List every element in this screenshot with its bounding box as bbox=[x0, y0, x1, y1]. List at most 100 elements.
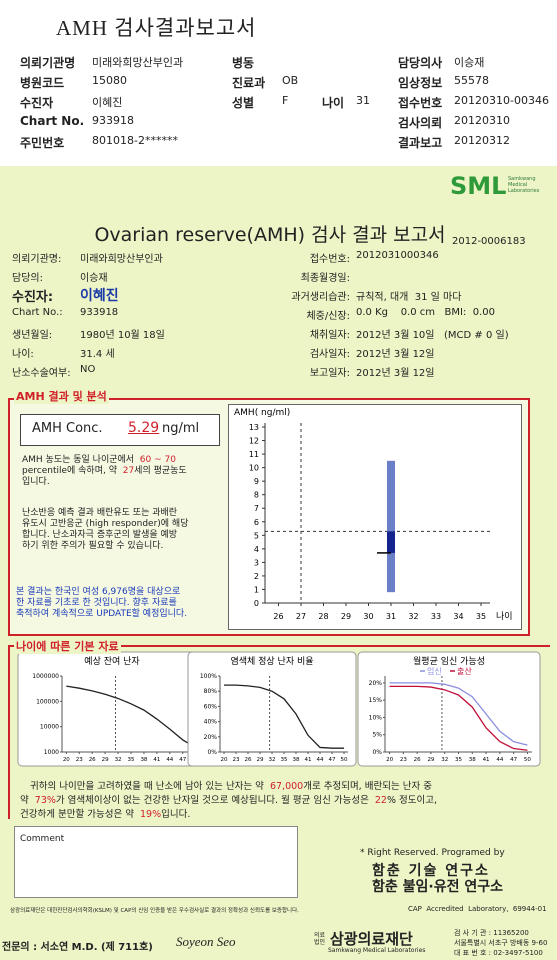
credit: * Right Reserved. Programed by bbox=[360, 848, 505, 858]
org-info: 대 표 번 호 : 02-3497-5100 bbox=[454, 949, 543, 957]
info-value: 2012031000346 bbox=[356, 250, 439, 261]
info-value: 1980년 10월 18일 bbox=[80, 330, 165, 341]
info-label: 검사일자: bbox=[309, 349, 350, 360]
field-value: OB bbox=[282, 74, 299, 87]
x-tick-label: 23 bbox=[400, 757, 407, 763]
x-tick-label: 31 bbox=[386, 612, 396, 621]
info-value: 이혜진 bbox=[80, 288, 119, 304]
info-value: 933918 bbox=[80, 307, 119, 318]
y-tick-label: 1000000 bbox=[32, 673, 59, 680]
x-tick-label: 35 bbox=[128, 757, 135, 763]
x-tick-label: 29 bbox=[257, 757, 264, 763]
info-label: 나이: bbox=[12, 349, 34, 360]
y-tick-label: 1 bbox=[254, 585, 259, 594]
org: 삼광의료재단 bbox=[330, 930, 413, 948]
text-segment: 입니다. bbox=[22, 477, 50, 487]
doctor: 전문의 : 서소연 M.D. (제 711호) bbox=[2, 942, 153, 953]
x-tick-label: 26 bbox=[245, 757, 252, 763]
line bbox=[389, 685, 528, 751]
info-value: NO bbox=[80, 364, 96, 375]
summary-line: 약 73%가 염색체이상이 없는 건강한 난자일 것으로 예상됩니다. 월 평균… bbox=[20, 792, 437, 806]
credit: 함춘 기술 연구소 bbox=[372, 863, 490, 879]
text-segment: 세의 평균농도 bbox=[134, 466, 187, 476]
range-bar bbox=[387, 460, 395, 593]
y-tick-label: 1000 bbox=[44, 749, 59, 756]
field-value: 933918 bbox=[92, 114, 134, 127]
x-tick-label: 35 bbox=[281, 757, 288, 763]
text-segment: 개로 추정되며, 배란되는 난자 중 bbox=[303, 781, 432, 792]
x-axis-label: 나이 bbox=[496, 611, 513, 622]
info-value: 2012년 3월 10일 (MCD # 0 일) bbox=[356, 330, 509, 341]
logo: SML bbox=[450, 172, 507, 200]
x-tick-label: 38 bbox=[469, 757, 476, 763]
text-segment: % 정도이고, bbox=[386, 795, 437, 806]
section-title: AMH 결과 및 분석 bbox=[14, 388, 109, 404]
y-tick-label: 20% bbox=[369, 680, 383, 687]
x-tick-label: 32 bbox=[115, 757, 122, 763]
x-tick-label: 44 bbox=[496, 757, 503, 763]
info-label: 난소수술여부: bbox=[12, 368, 71, 379]
field-value: 이혜진 bbox=[92, 96, 123, 109]
text-segment: 60 ~ 70 bbox=[139, 455, 176, 465]
x-tick-label: 41 bbox=[153, 757, 160, 763]
y-tick-label: 2 bbox=[254, 572, 259, 581]
text-segment: 귀하의 나이만을 고려하였을 때 난소에 남아 있는 난자는 약 bbox=[30, 781, 270, 792]
text-segment: percentile에 속하며, 약 bbox=[22, 466, 123, 476]
y-tick-label: 10 bbox=[249, 464, 259, 473]
x-tick-label: 32 bbox=[441, 757, 448, 763]
x-tick-label: 23 bbox=[233, 757, 240, 763]
y-tick-label: 7 bbox=[254, 504, 259, 513]
info-value: 31.4 세 bbox=[80, 349, 115, 360]
section-title: 나이에 따른 기본 자료 bbox=[14, 638, 121, 654]
info-value: 0.0 Kg 0.0 cm BMI: 0.00 bbox=[356, 307, 495, 318]
y-tick-label: 0% bbox=[372, 749, 382, 756]
x-tick-label: 35 bbox=[455, 757, 462, 763]
info-label: 담당의: bbox=[12, 273, 43, 284]
y-tick-label: 3 bbox=[254, 558, 259, 567]
text-segment: 가 염색체이상이 없는 건강한 난자일 것으로 예상됩니다. 월 평균 임신 가… bbox=[55, 795, 375, 806]
y-tick-label: 0 bbox=[254, 599, 259, 608]
paragraph-line: 입니다. bbox=[22, 474, 50, 487]
x-tick-label: 20 bbox=[63, 757, 70, 763]
x-tick-label: 32 bbox=[408, 612, 418, 621]
x-tick-label: 34 bbox=[453, 612, 463, 621]
y-tick-label: 5% bbox=[372, 732, 382, 739]
x-tick-label: 44 bbox=[166, 757, 173, 763]
info-label: Chart No.: bbox=[12, 307, 63, 318]
line bbox=[224, 684, 344, 749]
comment-label: Comment bbox=[20, 834, 65, 844]
x-tick-label: 28 bbox=[318, 612, 328, 621]
x-tick-label: 26 bbox=[273, 612, 283, 621]
field-label: 성별 bbox=[232, 96, 255, 110]
chart-title: 예상 잔여 난자 bbox=[84, 655, 140, 667]
text-segment: 건강하게 분만할 가능성은 약 bbox=[20, 809, 140, 820]
y-tick-label: 6 bbox=[254, 518, 259, 527]
info-label: 최종월경일: bbox=[300, 273, 350, 284]
info-value: 2012년 3월 12일 bbox=[356, 368, 435, 379]
x-tick-label: 30 bbox=[363, 612, 373, 621]
field-label: 진료과 bbox=[232, 76, 266, 90]
info-label: 채취일자: bbox=[309, 330, 350, 341]
field-value: 801018-2****** bbox=[92, 134, 178, 147]
x-tick-label: 20 bbox=[386, 757, 393, 763]
conc-box bbox=[20, 414, 220, 446]
comment-box bbox=[14, 826, 298, 898]
chart-panel bbox=[357, 651, 541, 767]
legend-label: 출산 bbox=[457, 666, 472, 676]
conc-unit: ng/ml bbox=[162, 421, 200, 436]
logo-sub: Samkwang Medical Laboratories bbox=[508, 176, 540, 194]
info-value: 규칙적, 대개 31 일 마다 bbox=[356, 292, 462, 303]
paragraph-line: 본 결과는 한국인 여성 6,976명을 대상으로 bbox=[16, 587, 181, 597]
info-label: 접수번호: bbox=[309, 254, 350, 265]
report-title: Ovarian reserve(AMH) 검사 결과 보고서 bbox=[94, 224, 446, 246]
text-segment: 67,000 bbox=[269, 781, 304, 792]
y-tick-label: 8 bbox=[254, 491, 259, 500]
field-value: 20120310 bbox=[454, 114, 510, 127]
x-tick-label: 38 bbox=[140, 757, 147, 763]
x-tick-label: 41 bbox=[305, 757, 312, 763]
y-tick-label: 11 bbox=[249, 450, 259, 459]
field-value: F bbox=[282, 94, 289, 107]
field-label: 수진자 bbox=[20, 96, 54, 110]
y-tick-label: 100000 bbox=[36, 698, 59, 705]
